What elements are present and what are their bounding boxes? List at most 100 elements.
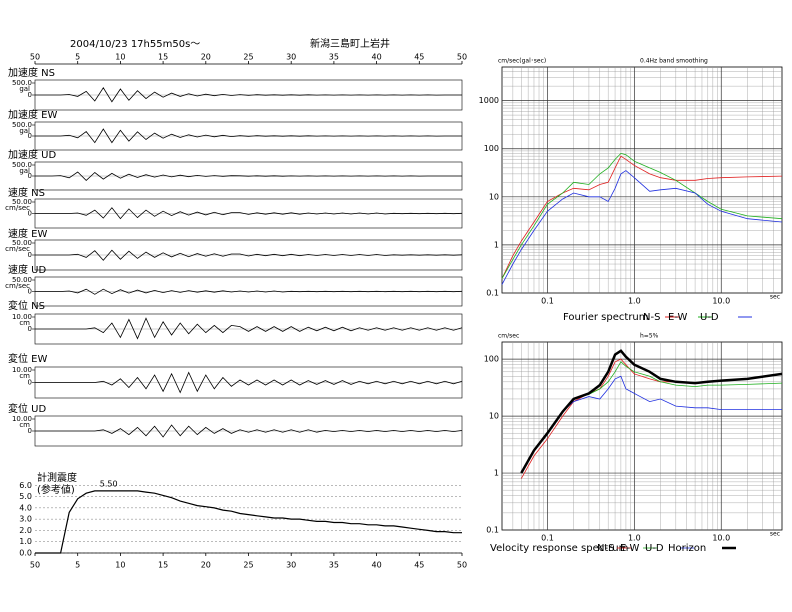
- y-tick-label: 500.0: [12, 79, 32, 87]
- x-tick-label: 25: [243, 561, 253, 570]
- legend-title: Fourier spectrum: [563, 312, 649, 323]
- y-tick-label: 50.00: [12, 276, 32, 284]
- waveform: [35, 128, 462, 144]
- x-tick-label: 30: [286, 53, 296, 62]
- y-tick-label: 1.0: [19, 537, 32, 546]
- trace-label: 変位 UD: [8, 402, 46, 415]
- unit-label: gal: [19, 85, 30, 93]
- unit-label: cm: [19, 421, 30, 429]
- chart-title: 計測震度: [37, 471, 77, 484]
- y-unit: cm/sec(gal･sec): [498, 58, 546, 65]
- trace-label: 速度 EW: [8, 227, 47, 240]
- x-tick-label: 45: [414, 561, 424, 570]
- y-tick-label: 0.0: [19, 549, 32, 558]
- legend-label: U-D: [645, 543, 664, 554]
- plot-area: [501, 341, 783, 531]
- unit-label: cm/sec: [5, 245, 30, 253]
- x-tick-label: 40: [372, 561, 382, 570]
- y-tick-label: 1000: [479, 96, 499, 105]
- x-tick-label: 5: [75, 53, 80, 62]
- x-tick-label: 0.1: [541, 534, 554, 543]
- waveform: [35, 288, 463, 295]
- x-tick-label: 10.0: [712, 297, 730, 306]
- unit-label: cm: [19, 372, 30, 380]
- waveform: [35, 207, 463, 220]
- y-tick-label: 4.0: [19, 503, 32, 512]
- waveform: [35, 317, 463, 340]
- y-tick-label: 6.0: [19, 481, 32, 490]
- y-tick-label: 10: [489, 192, 499, 201]
- trace-label: 加速度 EW: [8, 108, 57, 121]
- y-tick-label: 0: [28, 379, 32, 387]
- x-tick-label: 15: [158, 53, 168, 62]
- x-tick-label: 20: [201, 561, 211, 570]
- legend-label: U-D: [700, 312, 719, 323]
- trace-label: 加速度 UD: [8, 148, 56, 161]
- spectrum-line: [501, 170, 783, 285]
- y-tick-label: 0.1: [486, 289, 499, 298]
- x-tick-label: 1.0: [628, 534, 641, 543]
- trace-label: 加速度 NS: [8, 66, 55, 79]
- x-tick-label: 35: [329, 53, 339, 62]
- y-tick-label: 3.0: [19, 515, 32, 524]
- y-tick-label: 0: [28, 288, 32, 296]
- y-tick-label: 100: [484, 355, 499, 364]
- trace-label: 速度 UD: [8, 263, 46, 276]
- waveform: [35, 249, 463, 261]
- y-tick-label: 5.0: [19, 492, 32, 501]
- legend-label: E-W: [620, 543, 640, 554]
- intensity-line: [35, 490, 462, 554]
- x-tick-label: 0.1: [541, 297, 554, 306]
- x-tick-label: 25: [243, 53, 253, 62]
- y-tick-label: 0: [28, 251, 32, 259]
- plot-area: [501, 66, 783, 294]
- y-tick-label: 10.00: [12, 415, 32, 423]
- y-unit: cm/sec: [498, 333, 519, 340]
- y-tick-label: 10.00: [12, 366, 32, 374]
- x-tick-label: 50: [457, 53, 467, 62]
- unit-label: cm: [19, 319, 30, 327]
- y-tick-label: 0: [28, 91, 32, 99]
- legend-title: Velocity response spectrum: [490, 543, 628, 554]
- unit-label: gal: [19, 167, 30, 175]
- record-datetime: 2004/10/23 17h55m50s～: [70, 39, 200, 50]
- y-tick-label: 100: [484, 144, 499, 153]
- x-unit: sec: [770, 294, 780, 301]
- y-tick-label: 10: [489, 412, 499, 421]
- unit-label: gal: [19, 127, 30, 135]
- trace-label: 速度 NS: [8, 186, 45, 199]
- trace-label: 変位 EW: [8, 352, 47, 365]
- spectrum-line: [520, 349, 783, 474]
- y-tick-label: 0: [28, 172, 32, 180]
- y-tick-label: 500.0: [12, 121, 32, 129]
- station-name: 新潟三島町上岩井: [310, 37, 390, 50]
- waveform: [35, 371, 463, 394]
- legend-label: E-W: [668, 312, 688, 323]
- y-tick-label: 0.1: [486, 526, 499, 535]
- legend-label: Horizon: [668, 543, 706, 554]
- x-tick-label: 40: [372, 53, 382, 62]
- y-tick-label: 0: [28, 325, 32, 333]
- annotation: 0.4Hz band smoothing: [640, 58, 708, 65]
- spectrum-line: [501, 152, 783, 279]
- unit-label: cm/sec: [5, 204, 30, 212]
- peak-label: 5.50: [100, 479, 118, 488]
- spectrum-line: [501, 155, 783, 279]
- x-unit: sec: [770, 531, 780, 538]
- y-tick-label: 1: [494, 469, 499, 478]
- annotation: h=5%: [640, 333, 659, 340]
- trace-label: 変位 NS: [8, 299, 45, 312]
- x-tick-label: 10: [115, 53, 125, 62]
- x-tick-label: 15: [158, 561, 168, 570]
- legend-label: N-S: [643, 312, 660, 323]
- unit-label: cm/sec: [5, 282, 30, 290]
- x-tick-label: 35: [329, 561, 339, 570]
- x-tick-label: 50: [457, 561, 467, 570]
- x-tick-label: 10.0: [712, 534, 730, 543]
- x-tick-label: 50: [30, 53, 40, 62]
- y-tick-label: 500.0: [12, 161, 32, 169]
- x-tick-label: 1.0: [628, 297, 641, 306]
- waveform: [35, 424, 463, 438]
- y-tick-label: 50.00: [12, 198, 32, 206]
